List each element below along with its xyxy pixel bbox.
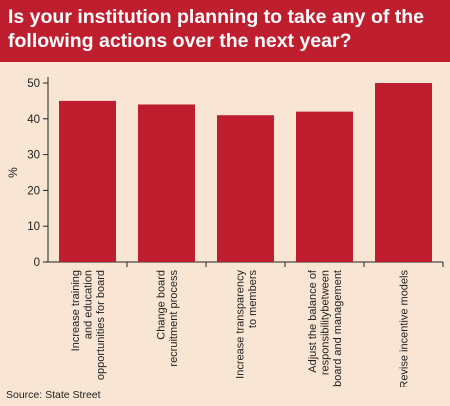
x-category-label-line: Adjust the balance of: [307, 269, 319, 373]
bar: [375, 83, 432, 262]
bar: [138, 104, 195, 262]
y-tick-label: 30: [27, 150, 40, 162]
x-category-label-line: to members: [247, 270, 259, 329]
x-category-label: Increase trainingand educationopportunit…: [70, 270, 107, 380]
source-note: Source: State Street: [6, 389, 101, 401]
x-category-label-line: opportunities for board: [95, 270, 107, 380]
x-category-label-line: Increase transparency: [234, 270, 246, 379]
x-category-label-line: Revise incentive models: [399, 270, 411, 387]
y-tick-label: 10: [27, 221, 40, 233]
x-category-label: Increase transparencyto members: [234, 270, 259, 379]
x-category-label-line: board and management: [332, 270, 344, 387]
bar: [217, 115, 274, 262]
x-category-label: Revise incentive models: [399, 270, 411, 387]
x-category-label-line: Increase training: [70, 270, 82, 351]
chart-title: Is your institution planning to take any…: [8, 5, 444, 53]
y-tick-label: 0: [34, 257, 40, 269]
x-category-label: Adjust the balance ofresponsibilitybetwe…: [307, 269, 344, 387]
y-axis-label: %: [6, 167, 20, 178]
x-category-label-line: responsibilitybetween: [320, 270, 332, 375]
y-tick-label: 20: [27, 185, 40, 197]
x-category-label: Change boardrecruitment process: [155, 270, 180, 367]
bar: [296, 111, 353, 262]
chart-title-line-2: following actions over the next year?: [8, 30, 352, 52]
y-tick-label: 50: [27, 78, 40, 90]
x-category-label-line: Change board: [155, 270, 167, 340]
y-tick-label: 40: [27, 114, 40, 126]
title-band: [0, 0, 450, 62]
x-category-label-line: recruitment process: [168, 270, 180, 367]
bar-chart: 0 10 20 30 40 50% Increase trainingand educati…: [6, 77, 444, 387]
x-category-label-line: and education: [83, 270, 95, 339]
bar: [59, 100, 116, 263]
chart-title-line-1: Is your institution planning to take any…: [8, 6, 425, 28]
